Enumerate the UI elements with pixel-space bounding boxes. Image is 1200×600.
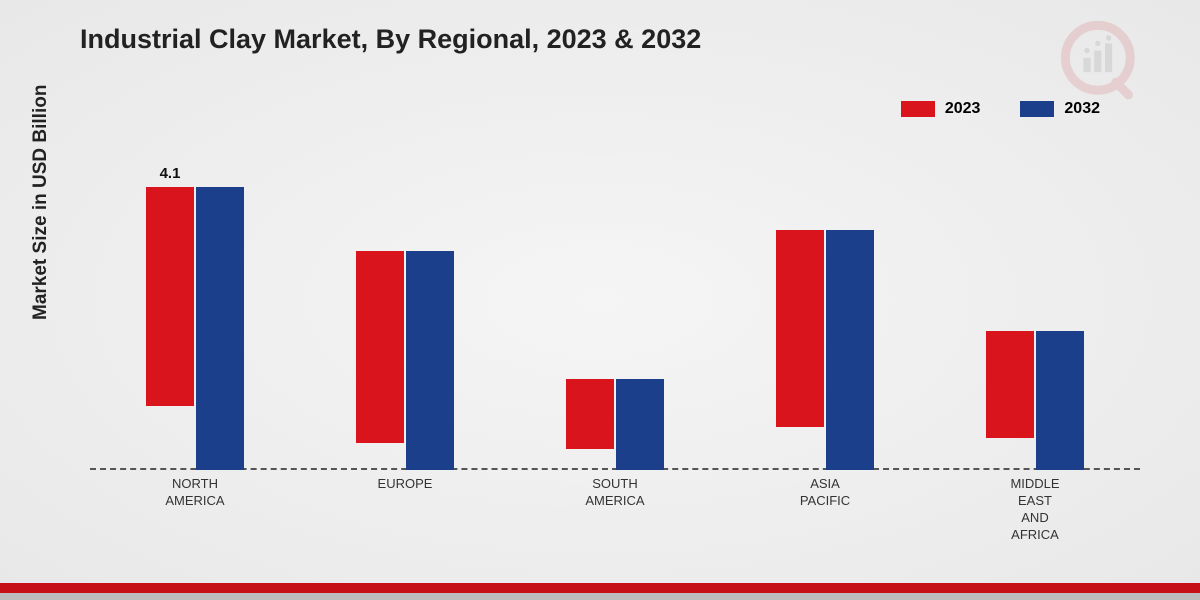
bar xyxy=(616,379,664,470)
bar xyxy=(356,251,404,443)
category-label: NORTH AMERICA xyxy=(125,476,265,510)
category-label: SOUTH AMERICA xyxy=(545,476,685,510)
legend-item-2023: 2023 xyxy=(901,100,981,118)
bar-group: ASIA PACIFIC xyxy=(770,230,880,470)
bar xyxy=(196,187,244,470)
bar xyxy=(1036,331,1084,470)
footer-gray-bar xyxy=(0,593,1200,600)
chart-title: Industrial Clay Market, By Regional, 202… xyxy=(80,24,701,55)
legend-item-2032: 2032 xyxy=(1020,100,1100,118)
bar-group: EUROPE xyxy=(350,251,460,470)
legend: 2023 2032 xyxy=(901,100,1100,118)
watermark-logo-icon xyxy=(1060,20,1150,110)
bar xyxy=(566,379,614,448)
plot-area: 4.1NORTH AMERICA EUROPE SOUTH AMERICA ASIA … xyxy=(90,150,1140,470)
legend-label-2032: 2032 xyxy=(1064,100,1100,118)
chart-container: Industrial Clay Market, By Regional, 202… xyxy=(0,0,1200,600)
bar: 4.1 xyxy=(146,187,194,406)
bar-group: SOUTH AMERICA xyxy=(560,379,670,470)
legend-swatch-2023 xyxy=(901,101,935,117)
category-label: MIDDLE EAST AND AFRICA xyxy=(965,476,1105,544)
bar xyxy=(406,251,454,470)
bar-value-label: 4.1 xyxy=(146,165,194,182)
y-axis-label: Market Size in USD Billion xyxy=(30,85,52,320)
bar xyxy=(986,331,1034,438)
footer-strip xyxy=(0,582,1200,600)
legend-label-2023: 2023 xyxy=(945,100,981,118)
bar-group: MIDDLE EAST AND AFRICA xyxy=(980,331,1090,470)
category-label: ASIA PACIFIC xyxy=(755,476,895,510)
bar xyxy=(826,230,874,470)
legend-swatch-2032 xyxy=(1020,101,1054,117)
category-label: EUROPE xyxy=(335,476,475,493)
bar-group: 4.1NORTH AMERICA xyxy=(140,187,250,470)
bar xyxy=(776,230,824,427)
footer-red-bar xyxy=(0,583,1200,593)
